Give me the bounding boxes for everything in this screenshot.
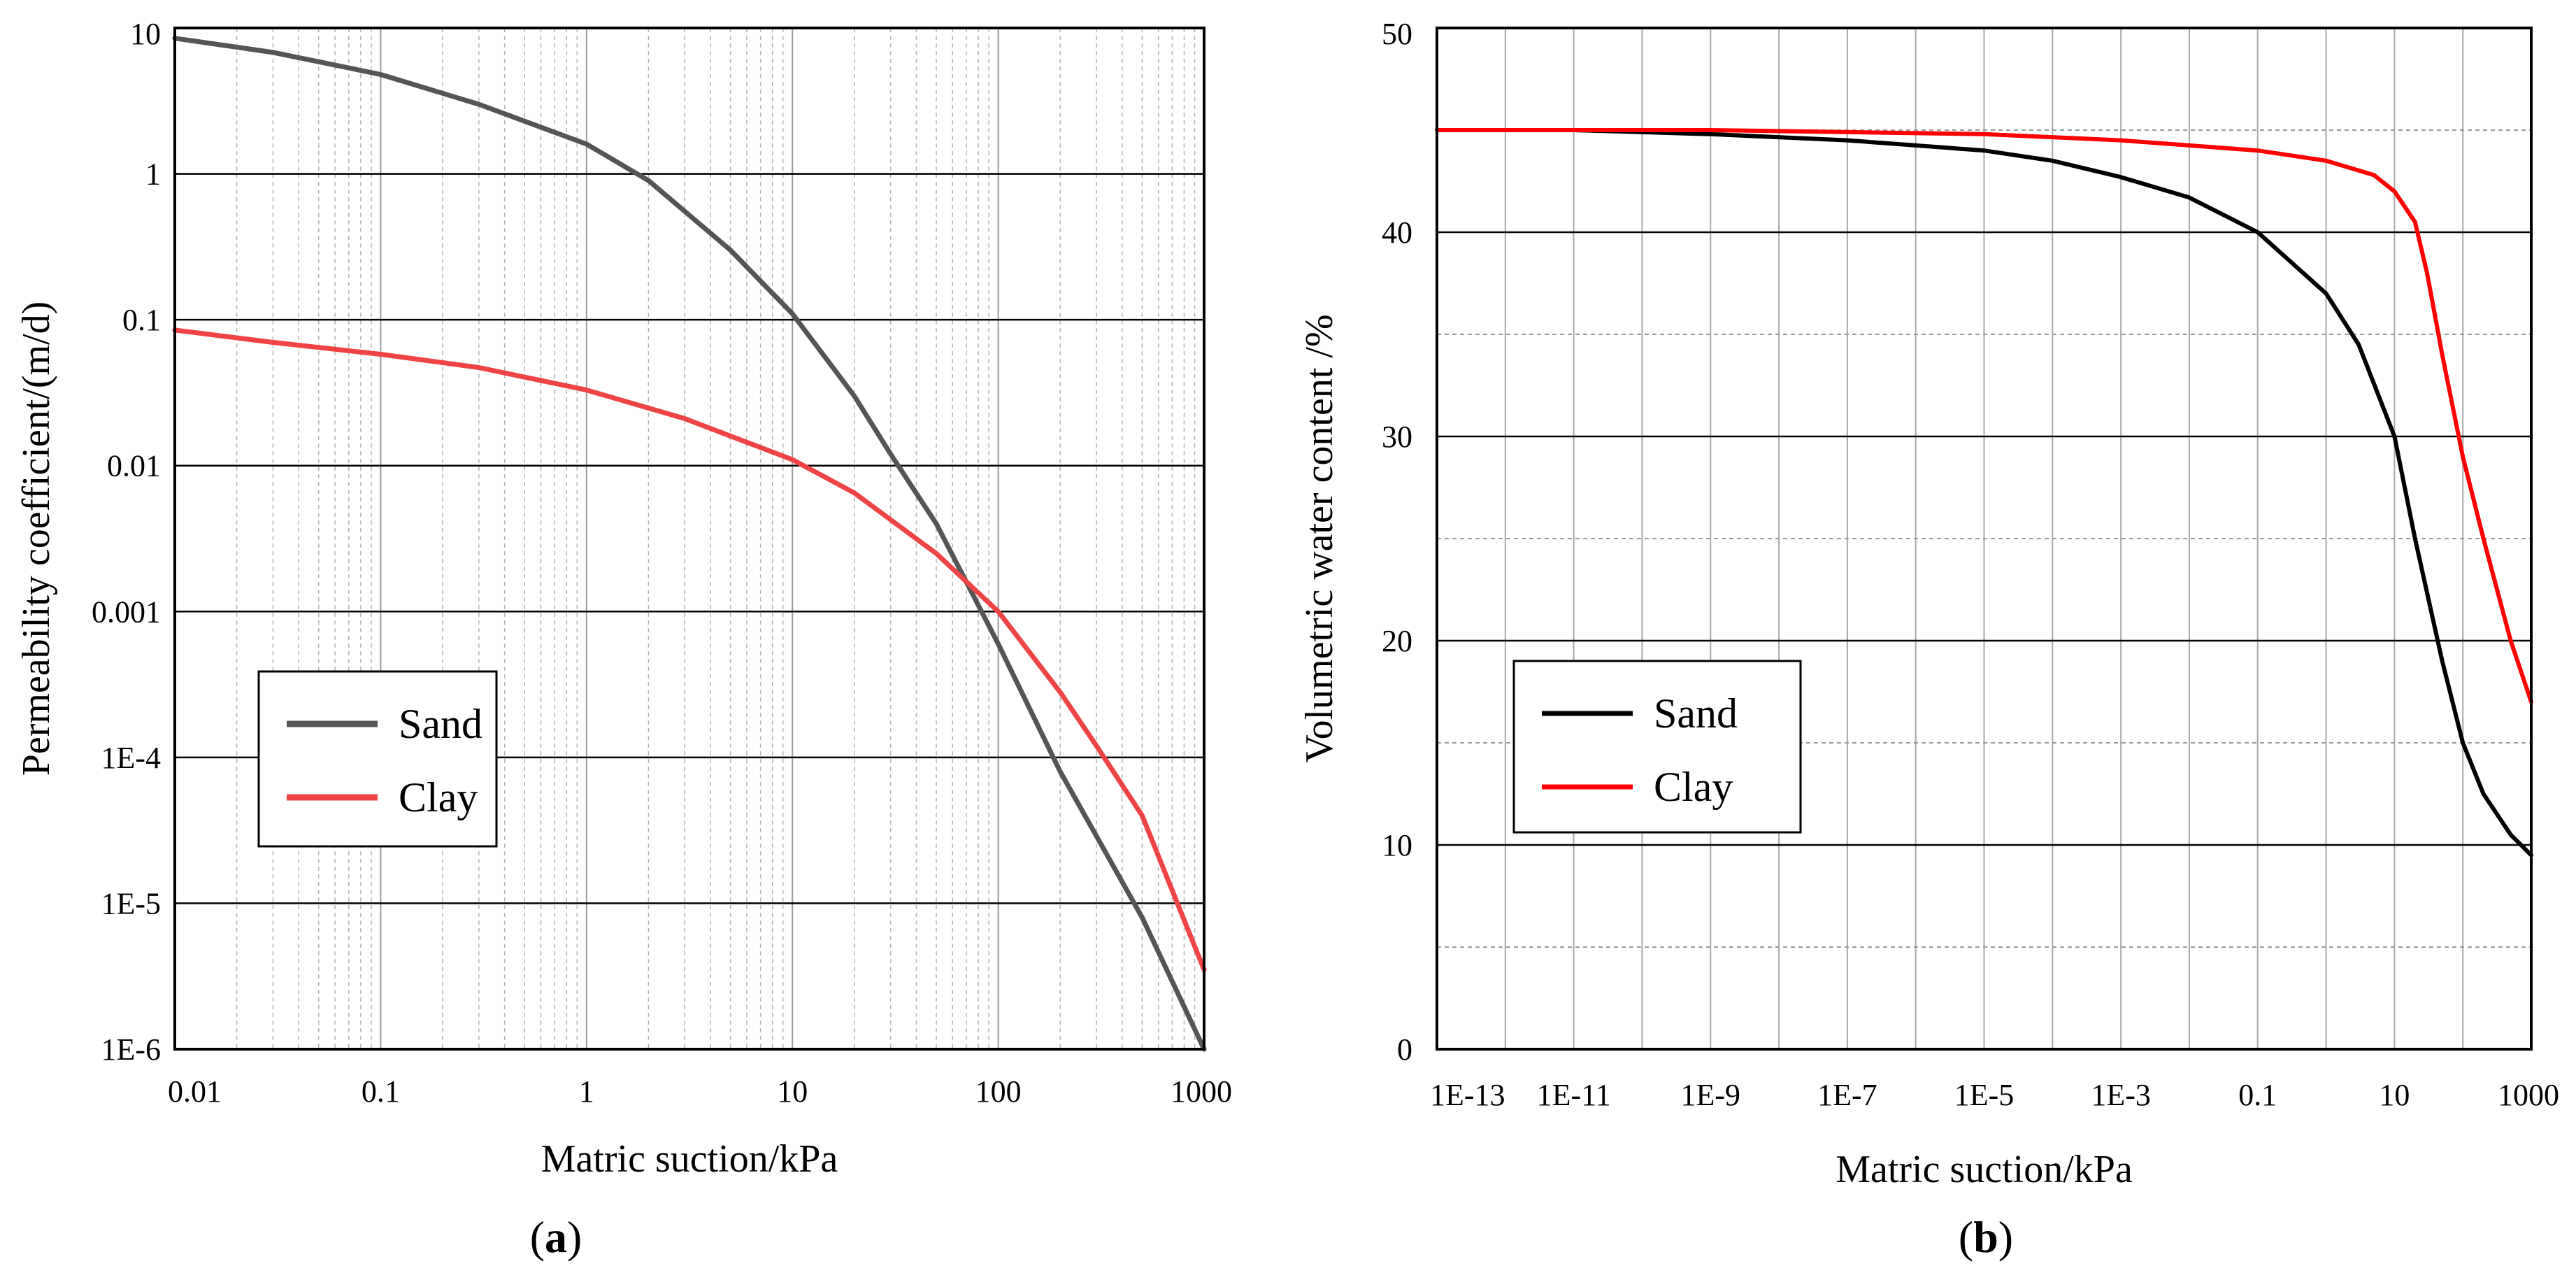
x-tick-label: 100 <box>975 1074 1022 1109</box>
legend-label-sand: Sand <box>399 701 482 747</box>
series-line-sand <box>172 36 1207 1052</box>
x-tick-label: 1000 <box>2498 1078 2559 1112</box>
x-tick-label: 10 <box>777 1074 808 1109</box>
y-tick-label: 1E-5 <box>101 886 161 920</box>
x-tick-labels: 1E-13 1E-11 1E-9 1E-7 1E-5 1E-3 0.1 10 1000 <box>1430 1078 2559 1112</box>
series-line-clay <box>1435 128 2533 704</box>
x-tick-label: 1E-3 <box>2091 1078 2151 1112</box>
y-tick-label: 0.01 <box>107 449 161 483</box>
x-tick-label: 1 <box>579 1074 594 1109</box>
series-line-clay <box>172 327 1207 972</box>
x-tick-label: 1E-5 <box>1954 1078 2015 1112</box>
y-tick-labels: 1E-6 1E-5 1E-4 0.001 0.01 0.1 1 10 <box>92 17 161 1067</box>
x-tick-label: 1E-13 <box>1430 1078 1505 1112</box>
y-tick-label: 1E-4 <box>101 741 161 775</box>
x-tick-labels: 0.01 0.1 1 10 100 1000 <box>168 1074 1232 1109</box>
y-tick-label: 0.1 <box>122 303 161 337</box>
legend-label-clay: Clay <box>399 774 478 820</box>
y-tick-label: 20 <box>1382 624 1412 658</box>
y-tick-label: 1E-6 <box>101 1032 161 1067</box>
plot-frame <box>173 27 1205 1051</box>
y-tick-label: 40 <box>1382 215 1412 250</box>
chart-panel-b: 1E-13 1E-11 1E-9 1E-7 1E-5 1E-3 0.1 10 1000 0 10 20… <box>1298 17 2559 1262</box>
legend-box <box>1512 660 1802 834</box>
y-tick-labels: 0 10 20 30 40 50 <box>1382 17 1412 1067</box>
panel-letter: b <box>1973 1212 1998 1262</box>
y-tick-label: 0 <box>1397 1032 1412 1067</box>
legend: Sand Clay <box>257 670 498 848</box>
legend-label-clay: Clay <box>1654 764 1733 810</box>
x-tick-label: 1E-9 <box>1680 1078 1740 1112</box>
panel-caption: (b) <box>1959 1212 2013 1262</box>
chart-panel-a: 0.01 0.1 1 10 100 10001E-61E-51E-40.0010.010.… <box>15 17 1232 1262</box>
y-tick-label: 1 <box>145 157 161 192</box>
x-tick-label: 0.1 <box>2238 1078 2277 1112</box>
plot-frame <box>1436 27 2533 1051</box>
legend-box <box>257 670 498 848</box>
y-tick-label: 50 <box>1382 17 1412 51</box>
x-tick-label: 1E-11 <box>1537 1078 1611 1112</box>
x-tick-label: 1000 <box>1171 1074 1232 1109</box>
series-line-sand <box>1435 128 2533 858</box>
x-axis-label: Matric suction/kPa <box>1836 1148 2133 1191</box>
legend: Sand Clay <box>1512 660 1802 834</box>
y-tick-label: 0.001 <box>92 595 161 629</box>
plot-area <box>175 28 1204 1049</box>
grid <box>174 27 1205 1051</box>
x-tick-label: 1E-7 <box>1817 1078 1877 1112</box>
legend-label-sand: Sand <box>1654 690 1738 737</box>
y-tick-label: 10 <box>1382 828 1412 862</box>
x-tick-label: 0.01 <box>168 1074 222 1109</box>
panel-caption: (a) <box>530 1212 582 1262</box>
x-axis-label: Matric suction/kPa <box>541 1137 838 1181</box>
y-tick-label: 10 <box>130 17 161 51</box>
y-axis-label: Permeability coefficient/(m/d) <box>15 301 58 776</box>
y-axis-label: Volumetric water content /% <box>1298 314 1341 762</box>
x-tick-label: 0.1 <box>362 1074 400 1109</box>
x-tick-label: 10 <box>2379 1078 2410 1112</box>
panel-letter: a <box>545 1212 567 1262</box>
y-tick-label: 30 <box>1382 420 1412 454</box>
